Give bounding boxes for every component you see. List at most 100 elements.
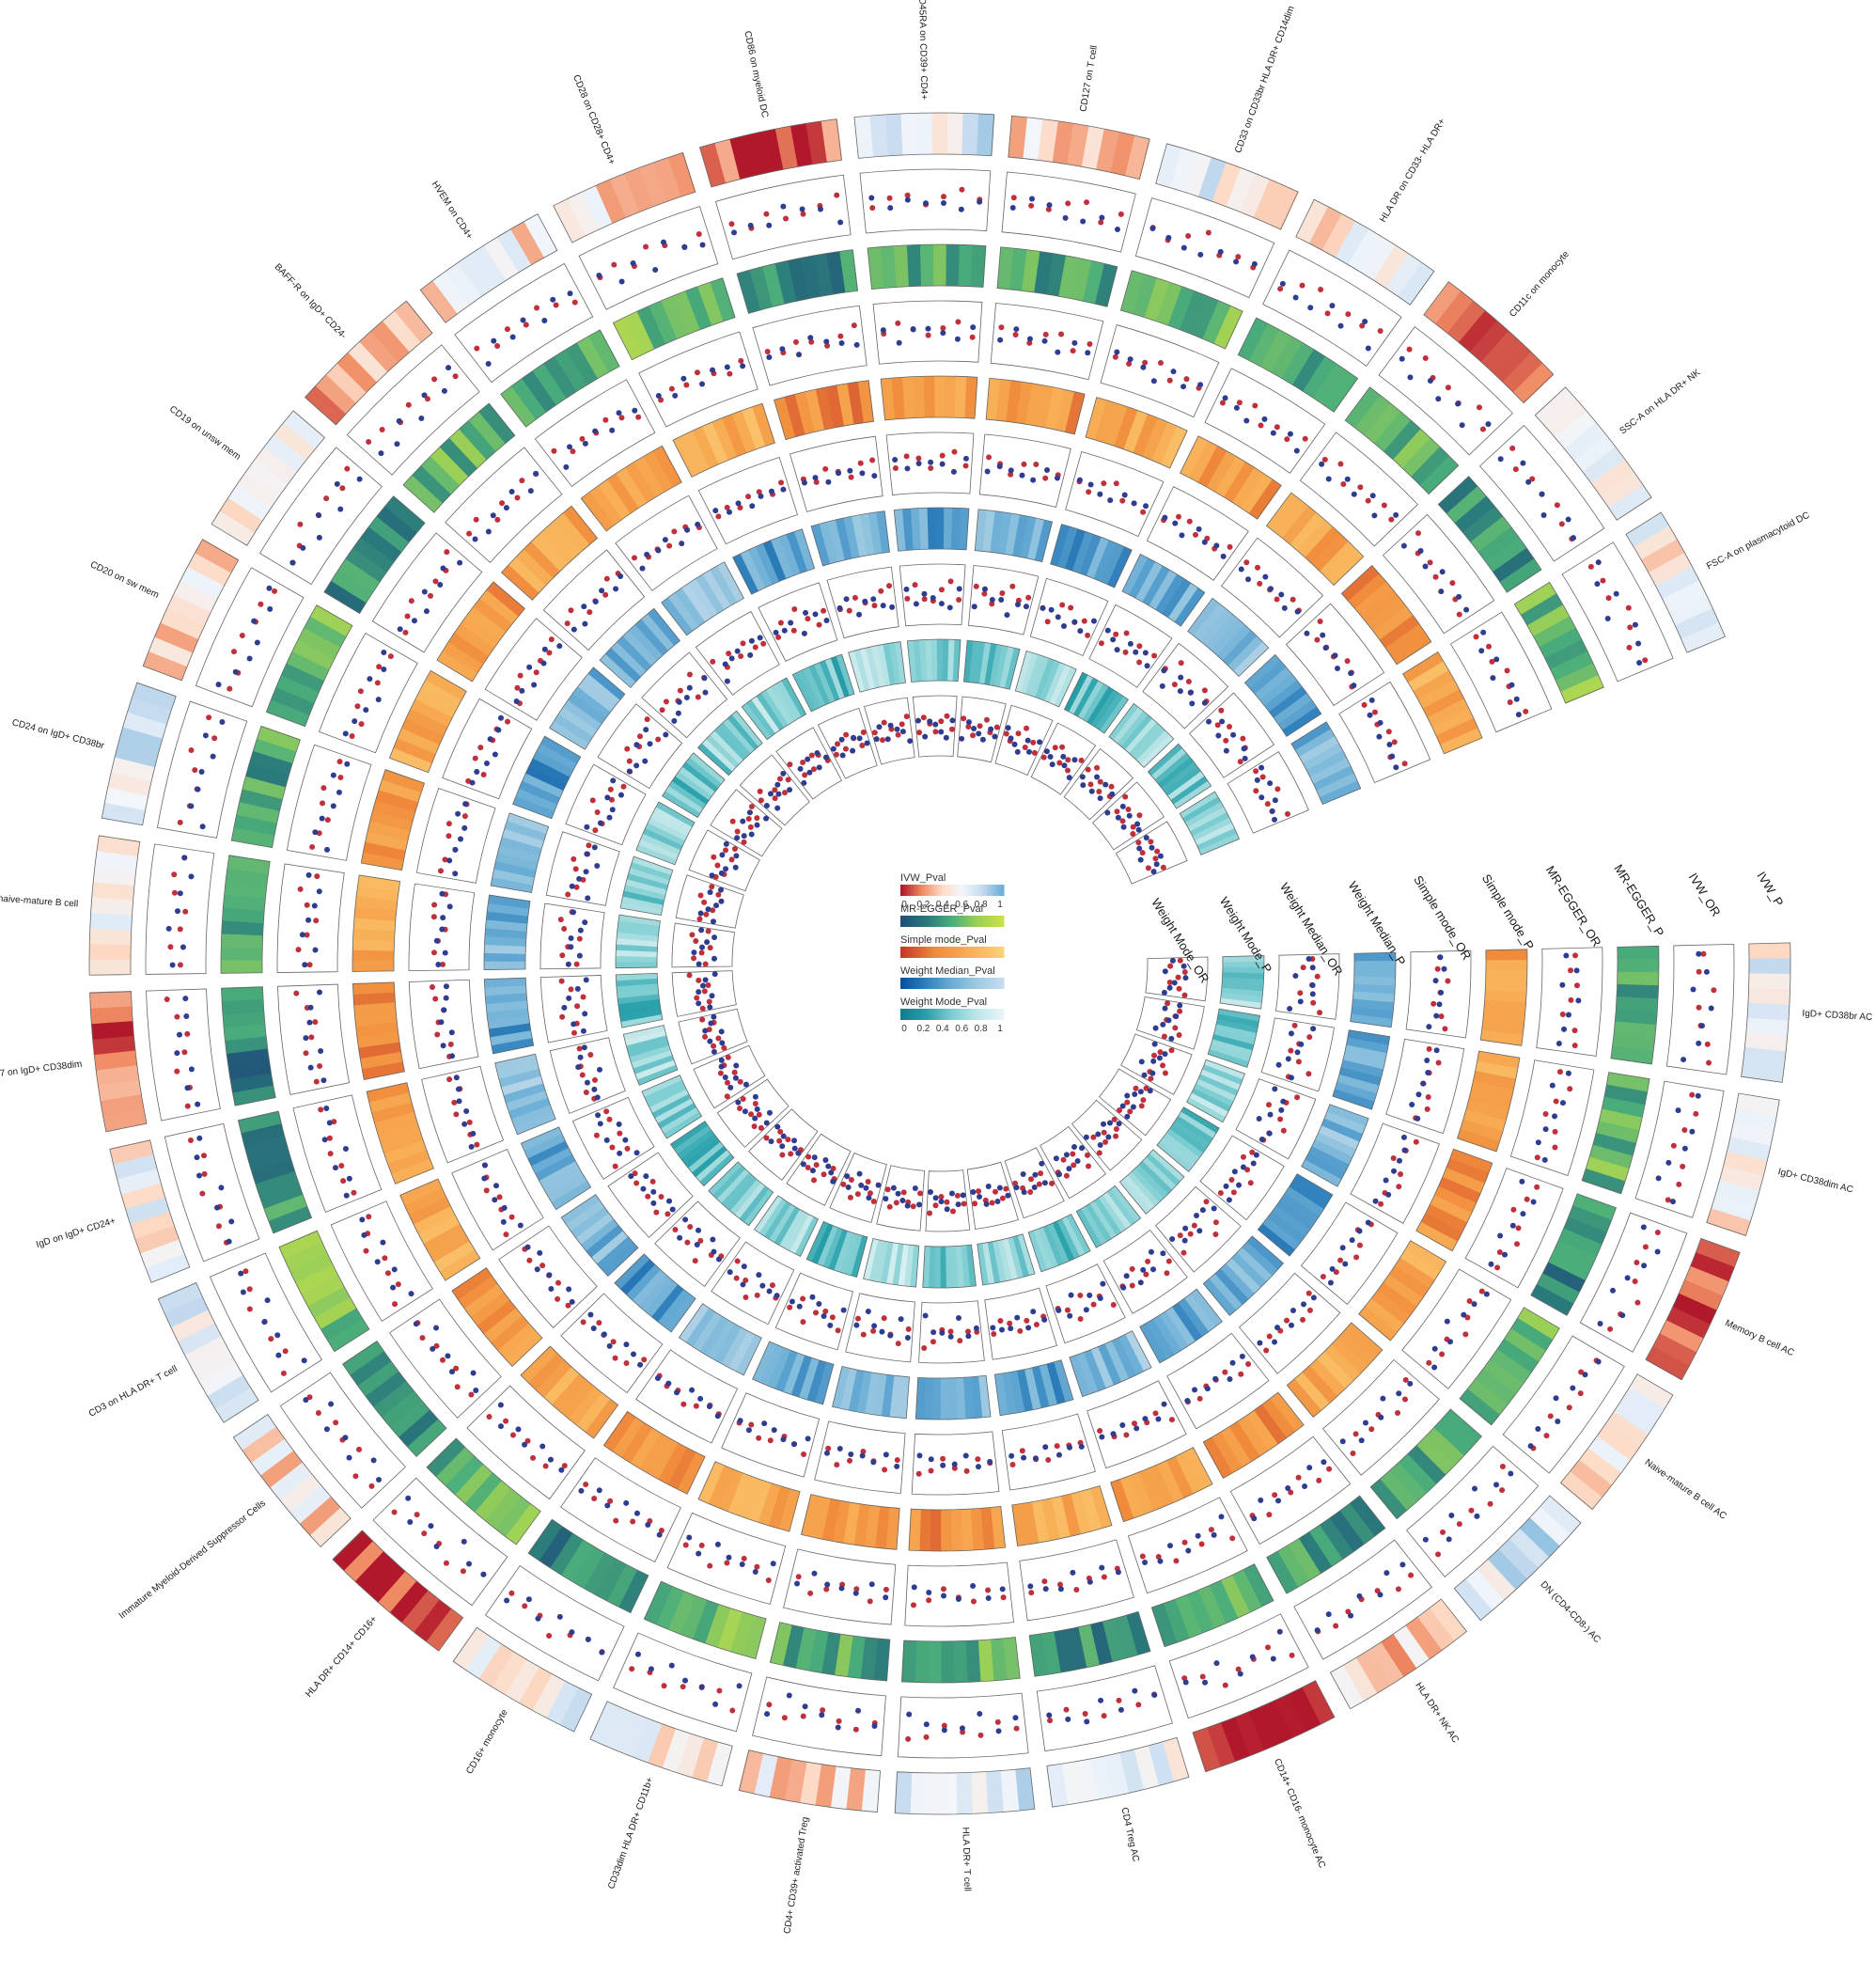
or-point bbox=[340, 1178, 347, 1185]
or-point bbox=[1388, 516, 1395, 523]
heatmap-cell bbox=[667, 592, 699, 631]
heatmap-cell bbox=[1345, 386, 1382, 429]
heatmap-cell bbox=[1045, 386, 1065, 431]
heatmap-cell bbox=[667, 1447, 696, 1490]
or-point bbox=[1435, 396, 1442, 402]
heatmap-cell bbox=[1675, 607, 1720, 640]
heatmap-cell bbox=[942, 639, 949, 682]
heatmap-cell bbox=[242, 776, 287, 800]
or-point bbox=[802, 772, 808, 778]
or-point bbox=[1142, 650, 1149, 656]
heatmap-cell bbox=[1232, 467, 1264, 509]
legend-swatch bbox=[962, 885, 966, 896]
or-point bbox=[1196, 526, 1202, 532]
or-point bbox=[184, 1030, 191, 1037]
heatmap-cell bbox=[752, 403, 775, 447]
or-point bbox=[441, 1007, 447, 1013]
or-point bbox=[534, 1266, 540, 1273]
or-point bbox=[481, 1175, 488, 1182]
sector-border bbox=[560, 1194, 639, 1278]
heatmap-cell bbox=[859, 512, 875, 556]
heatmap-cell bbox=[729, 1179, 761, 1216]
heatmap-cell bbox=[356, 885, 399, 902]
or-point bbox=[731, 1069, 738, 1075]
legend-swatch bbox=[936, 916, 940, 927]
or-point bbox=[1566, 1012, 1572, 1018]
or-point bbox=[741, 1555, 747, 1561]
heatmap-cell bbox=[1102, 1191, 1132, 1230]
heatmap-cell bbox=[1046, 1764, 1069, 1808]
or-point bbox=[866, 1195, 872, 1201]
or-point bbox=[707, 1562, 713, 1569]
heatmap-cell bbox=[1165, 1456, 1194, 1498]
heatmap-cell bbox=[1218, 1009, 1260, 1022]
or-point bbox=[240, 1289, 246, 1295]
or-point bbox=[636, 733, 643, 740]
or-point bbox=[709, 872, 715, 879]
sector-border bbox=[897, 1692, 1029, 1759]
or-point bbox=[187, 1138, 194, 1144]
or-point bbox=[1211, 1205, 1217, 1212]
heatmap-cell bbox=[458, 253, 494, 297]
heatmap-cell bbox=[1602, 1096, 1646, 1119]
or-point bbox=[1267, 1111, 1274, 1118]
or-point bbox=[825, 1445, 832, 1451]
sector-label: CD11c on monocyte bbox=[1508, 249, 1571, 320]
heatmap-cell bbox=[1485, 970, 1527, 982]
or-point bbox=[1527, 1443, 1534, 1450]
or-point bbox=[1039, 1160, 1045, 1167]
sector-border bbox=[915, 1374, 992, 1420]
legend-swatch bbox=[983, 1009, 987, 1020]
heatmap-cell bbox=[908, 1509, 921, 1551]
legend-swatch bbox=[902, 885, 906, 896]
heatmap-cell bbox=[652, 446, 682, 488]
heatmap-cell bbox=[894, 1771, 913, 1814]
or-point bbox=[1676, 1181, 1682, 1187]
heatmap-cell bbox=[928, 1246, 936, 1288]
or-point bbox=[907, 738, 914, 745]
heatmap-cell bbox=[563, 699, 602, 730]
or-point bbox=[915, 1470, 922, 1477]
or-point bbox=[701, 899, 708, 905]
heatmap-cell bbox=[1285, 1186, 1324, 1216]
or-point bbox=[584, 851, 590, 857]
heatmap-cell bbox=[758, 1483, 781, 1526]
heatmap-cell bbox=[1550, 651, 1594, 682]
or-point bbox=[1149, 844, 1155, 851]
or-point bbox=[714, 1541, 721, 1547]
or-point bbox=[570, 448, 576, 455]
or-point bbox=[740, 640, 746, 647]
or-point bbox=[1351, 491, 1357, 497]
or-point bbox=[1213, 1660, 1220, 1667]
heatmap-cell bbox=[149, 635, 194, 667]
or-point bbox=[1064, 1307, 1071, 1313]
or-point bbox=[1076, 477, 1083, 483]
or-point bbox=[833, 751, 839, 758]
heatmap-cell bbox=[931, 113, 948, 155]
sector-border bbox=[494, 1053, 556, 1136]
or-point bbox=[1030, 739, 1037, 745]
or-point bbox=[474, 345, 480, 352]
or-point bbox=[724, 504, 730, 510]
or-point bbox=[905, 1326, 912, 1332]
legend-swatch bbox=[939, 947, 943, 958]
legend-swatch bbox=[954, 978, 958, 989]
heatmap-cell bbox=[532, 750, 574, 777]
or-point bbox=[715, 891, 722, 898]
heatmap-cell bbox=[1172, 1120, 1211, 1149]
or-point bbox=[884, 736, 891, 743]
or-point bbox=[666, 542, 673, 549]
heatmap-cell bbox=[737, 1476, 762, 1519]
heatmap-cell bbox=[1187, 807, 1227, 832]
or-point bbox=[470, 1130, 477, 1137]
heatmap-cell bbox=[1133, 274, 1158, 318]
legend-swatch bbox=[977, 947, 981, 958]
heatmap-cell bbox=[1370, 1290, 1411, 1325]
or-point bbox=[886, 195, 893, 201]
or-point bbox=[643, 1173, 649, 1180]
sector-border bbox=[1665, 943, 1735, 1075]
heatmap-cell bbox=[1533, 616, 1576, 648]
heatmap-cell bbox=[1301, 1159, 1342, 1187]
sector-border bbox=[372, 1477, 508, 1607]
heatmap-cell bbox=[628, 867, 670, 886]
